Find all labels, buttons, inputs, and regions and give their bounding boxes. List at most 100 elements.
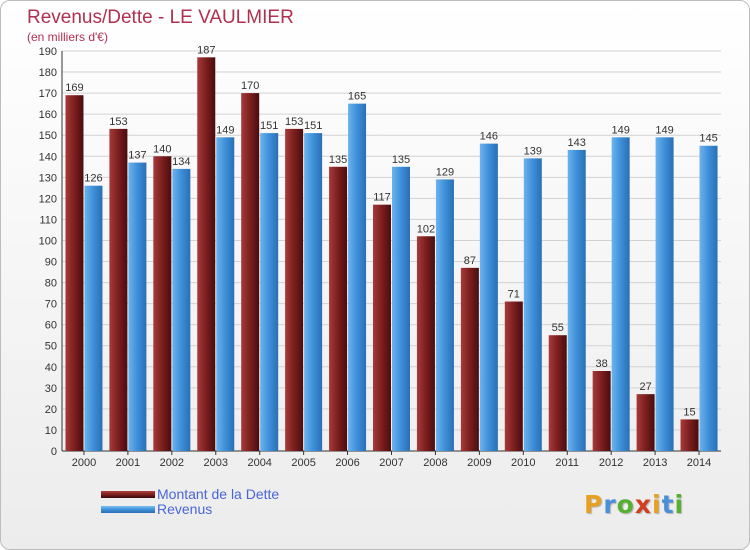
x-tick-label: 2004 [247, 457, 271, 469]
data-label: 149 [655, 124, 673, 136]
data-label: 135 [392, 154, 410, 166]
x-tick-label: 2014 [687, 457, 711, 469]
y-tick-label: 100 [39, 235, 57, 247]
y-tick-label: 80 [45, 278, 57, 290]
bar-dette [109, 128, 128, 451]
x-tick-label: 2003 [204, 457, 228, 469]
data-label: 153 [109, 116, 127, 128]
data-label: 151 [260, 120, 278, 132]
bar-dette [680, 419, 699, 451]
bar-revenus [304, 133, 323, 451]
legend-label-dette: Montant de la Dette [157, 486, 280, 502]
logo-letter: P [584, 490, 604, 519]
data-label: 169 [65, 82, 83, 94]
bar-dette [65, 95, 84, 452]
data-label: 165 [348, 91, 366, 103]
y-tick-label: 0 [51, 446, 57, 458]
bar-revenus [523, 158, 542, 452]
bar-dette [592, 371, 611, 451]
data-label: 139 [524, 145, 542, 157]
data-label: 145 [699, 133, 717, 145]
x-tick-label: 2005 [291, 457, 315, 469]
y-tick-label: 20 [45, 404, 57, 416]
data-label: 149 [611, 124, 629, 136]
x-tick-label: 2002 [160, 457, 184, 469]
data-label: 102 [417, 223, 435, 235]
y-tick-label: 180 [39, 67, 57, 79]
bar-revenus [84, 185, 103, 451]
data-label: 146 [480, 131, 498, 143]
x-tick-label: 2006 [335, 457, 359, 469]
data-label: 140 [153, 143, 171, 155]
data-label: 134 [172, 156, 190, 168]
data-label: 135 [329, 154, 347, 166]
logo-letter: o [616, 490, 635, 519]
data-label: 137 [128, 150, 146, 162]
chart-title: Revenus/Dette - LE VAULMIER [27, 7, 294, 28]
bar-revenus [172, 168, 191, 452]
chart-subtitle: (en milliers d'€) [27, 30, 108, 44]
bar-dette [285, 128, 304, 451]
y-tick-label: 60 [45, 320, 57, 332]
y-tick-label: 110 [39, 214, 57, 226]
bar-dette [460, 267, 479, 451]
y-tick-label: 90 [45, 257, 57, 269]
bar-dette [373, 204, 391, 451]
bar-revenus [611, 137, 630, 451]
x-tick-label: 2007 [379, 457, 403, 469]
data-label: 87 [464, 255, 476, 267]
bar-dette [241, 93, 260, 452]
data-label: 129 [436, 166, 454, 178]
y-tick-label: 170 [39, 88, 57, 100]
bar-revenus [348, 103, 367, 451]
data-label: 38 [596, 358, 608, 370]
y-tick-label: 40 [45, 362, 57, 374]
bar-dette [197, 57, 216, 451]
x-tick-label: 2011 [555, 457, 579, 469]
data-label: 170 [241, 80, 259, 92]
data-label: 71 [508, 289, 520, 301]
bar-revenus [392, 166, 410, 451]
x-tick-label: 2001 [116, 457, 140, 469]
proxiti-logo[interactable]: Proxiti [584, 490, 684, 519]
bar-revenus [216, 137, 235, 451]
logo-letter: x [634, 490, 652, 519]
bar-revenus [435, 179, 454, 451]
bar-dette [329, 166, 348, 451]
bar-dette [416, 236, 435, 451]
data-label: 55 [552, 322, 564, 334]
logo-letter: t [661, 490, 675, 519]
x-tick-label: 2013 [643, 457, 667, 469]
bar-dette [548, 335, 567, 451]
logo-letter: i [674, 490, 685, 519]
data-label: 117 [373, 192, 391, 204]
bar-revenus [655, 137, 674, 451]
y-tick-label: 190 [39, 46, 57, 58]
bar-revenus [567, 149, 586, 451]
data-label: 187 [197, 44, 215, 56]
bar-dette [636, 394, 655, 451]
x-tick-label: 2009 [467, 457, 491, 469]
legend-swatch-dette [101, 491, 155, 498]
bar-dette [153, 156, 172, 451]
data-label: 149 [216, 124, 234, 136]
data-label: 15 [683, 406, 695, 418]
legend-swatch-revenus [101, 506, 155, 513]
y-tick-label: 50 [45, 341, 57, 353]
y-tick-label: 120 [39, 193, 57, 205]
bar-revenus [479, 143, 498, 451]
bar-revenus [699, 145, 718, 451]
x-tick-label: 2012 [599, 457, 623, 469]
y-tick-label: 30 [45, 383, 57, 395]
y-tick-label: 130 [39, 172, 57, 184]
x-tick-label: 2010 [511, 457, 535, 469]
x-tick-label: 2008 [423, 457, 447, 469]
logo-letter: r [603, 490, 617, 519]
y-tick-label: 160 [39, 109, 57, 121]
logo-letter: i [652, 490, 662, 519]
bar-dette [504, 301, 523, 451]
x-tick-label: 2000 [72, 457, 96, 469]
legend-label-revenus: Revenus [157, 501, 213, 517]
